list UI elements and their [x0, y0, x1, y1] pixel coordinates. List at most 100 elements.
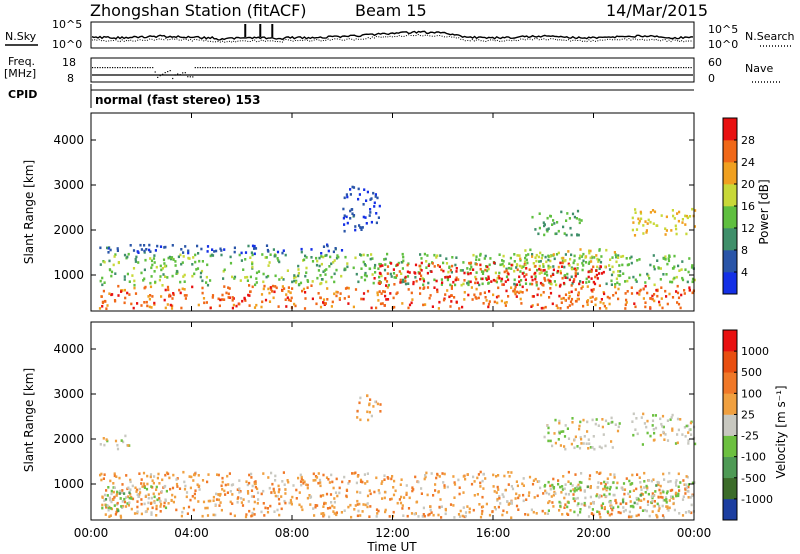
data-point: [476, 493, 479, 496]
data-point: [104, 513, 107, 516]
data-point: [359, 253, 362, 256]
data-point: [108, 292, 111, 295]
data-point: [549, 439, 552, 443]
data-point: [493, 490, 496, 493]
data-point: [113, 486, 116, 489]
data-point: [498, 276, 501, 280]
data-point: [156, 476, 159, 480]
data-point: [573, 267, 577, 271]
y-tick-label: 3000: [53, 387, 84, 401]
data-point: [507, 295, 510, 298]
data-point: [117, 294, 120, 297]
data-point: [632, 489, 635, 492]
data-point: [537, 287, 540, 291]
data-point: [538, 267, 541, 271]
data-point: [434, 489, 437, 492]
data-point: [472, 475, 475, 479]
data-point: [100, 478, 103, 482]
data-point: [170, 256, 174, 259]
data-point: [220, 249, 223, 252]
data-point: [603, 292, 606, 296]
data-point: [171, 244, 174, 247]
data-point: [354, 256, 357, 260]
data-point: [134, 260, 137, 263]
data-point: [448, 275, 451, 278]
data-point: [531, 304, 534, 307]
data-point: [571, 282, 574, 285]
data-point: [442, 481, 445, 484]
data-point: [370, 253, 373, 256]
data-point: [560, 265, 564, 268]
data-point: [116, 443, 119, 447]
data-point: [177, 255, 180, 259]
data-point: [330, 473, 333, 477]
data-point: [494, 271, 497, 275]
data-point: [133, 283, 136, 287]
data-point: [406, 263, 409, 267]
data-point: [385, 280, 389, 283]
nsky-label: N.Sky: [5, 30, 37, 43]
data-point: [210, 253, 213, 257]
data-point: [152, 492, 155, 496]
data-point: [512, 289, 515, 293]
data-point: [205, 275, 208, 279]
nave-point: [442, 67, 444, 69]
data-point: [176, 485, 179, 488]
data-point: [297, 476, 300, 480]
data-point: [163, 501, 166, 505]
data-point: [331, 300, 334, 304]
data-point: [326, 507, 330, 510]
data-point: [221, 488, 224, 491]
data-point: [269, 253, 272, 256]
data-point: [105, 506, 108, 509]
data-point: [643, 422, 646, 425]
data-point: [652, 478, 655, 481]
noise-panel: N.Sky 10^5 10^0 10^5 10^0 N.Search: [5, 18, 795, 51]
data-point: [522, 493, 525, 497]
data-point: [503, 301, 507, 305]
data-point: [589, 446, 592, 449]
data-point: [276, 508, 279, 512]
data-point: [482, 302, 485, 305]
data-point: [593, 256, 596, 259]
data-point: [691, 207, 694, 211]
data-point: [343, 475, 346, 479]
data-point: [443, 486, 446, 489]
data-point: [564, 492, 567, 496]
data-point: [198, 259, 201, 263]
data-point: [324, 273, 327, 276]
data-point: [351, 185, 354, 189]
data-point: [430, 270, 433, 273]
data-point: [335, 290, 338, 294]
data-point: [658, 303, 661, 307]
data-point: [299, 281, 303, 285]
data-point: [501, 513, 504, 517]
data-point: [205, 301, 208, 304]
data-point: [564, 503, 567, 506]
data-point: [158, 482, 161, 485]
data-point: [310, 284, 313, 287]
data-point: [298, 491, 301, 494]
data-point: [567, 297, 570, 300]
data-point: [629, 490, 632, 493]
nave-point: [139, 67, 141, 69]
data-point: [665, 491, 669, 495]
data-point: [267, 274, 270, 278]
data-point: [109, 248, 112, 252]
nave-point: [337, 67, 339, 69]
data-point: [372, 191, 375, 195]
data-point: [501, 263, 504, 266]
data-point: [189, 498, 192, 502]
data-point: [478, 258, 481, 261]
data-point: [580, 437, 583, 441]
data-point: [568, 291, 571, 294]
data-point: [291, 495, 294, 499]
data-point: [171, 297, 174, 300]
data-point: [552, 268, 555, 272]
data-point: [140, 512, 143, 516]
data-point: [587, 270, 590, 274]
data-point: [278, 260, 281, 264]
x-axis-label: Time UT: [366, 540, 417, 554]
data-point: [143, 301, 146, 304]
data-point: [532, 479, 535, 482]
